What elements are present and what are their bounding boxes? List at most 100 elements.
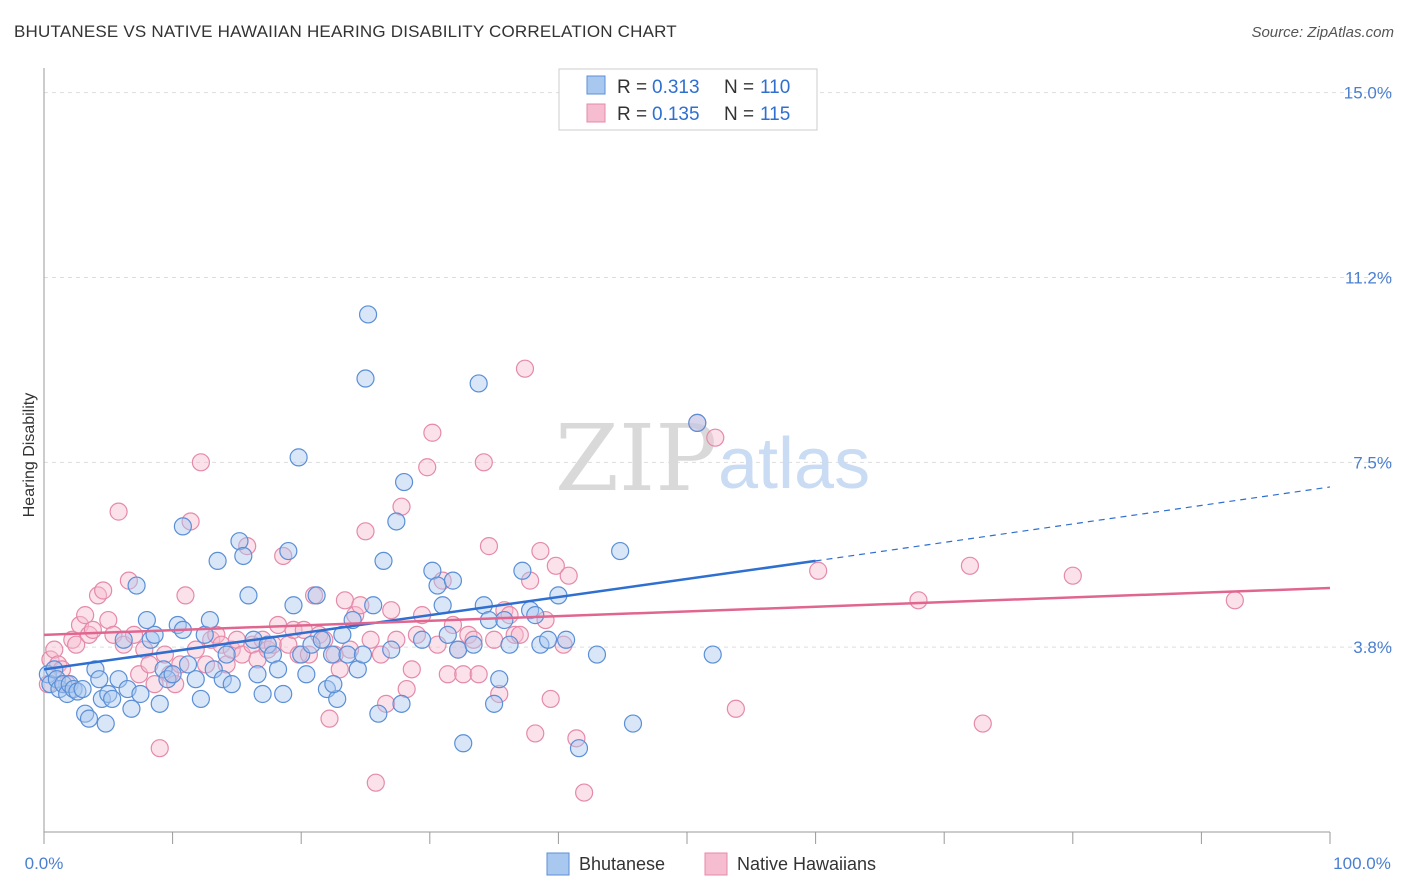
- data-point: [703, 645, 722, 664]
- data-point: [248, 665, 267, 684]
- data-point: [454, 734, 473, 753]
- data-point: [324, 675, 343, 694]
- legend-bottom-swatch-native-hawaiians: [704, 852, 728, 876]
- data-point: [140, 655, 159, 674]
- legend-bottom: Bhutanese Native Hawaiians: [546, 852, 876, 876]
- data-point: [443, 571, 463, 590]
- data-point: [495, 610, 514, 630]
- data-point: [176, 586, 195, 605]
- data-point: [521, 571, 540, 590]
- data-point: [1063, 566, 1082, 585]
- data-point: [407, 625, 427, 644]
- data-point: [353, 645, 373, 664]
- data-point: [186, 670, 205, 689]
- data-point: [335, 591, 355, 610]
- watermark-atlas: atlas: [718, 424, 870, 504]
- data-point: [217, 645, 236, 664]
- data-point: [145, 625, 164, 644]
- data-point: [178, 655, 198, 674]
- data-point: [54, 675, 73, 694]
- data-point: [200, 610, 219, 630]
- data-point: [369, 704, 388, 723]
- data-point: [485, 694, 504, 713]
- data-point: [448, 640, 468, 659]
- data-point: [490, 670, 509, 689]
- data-point: [364, 596, 383, 615]
- data-point: [490, 684, 509, 704]
- data-point: [505, 625, 524, 644]
- data-point: [546, 556, 565, 575]
- trend-line-bhutanese-extension: [815, 486, 1331, 562]
- data-point: [513, 561, 532, 580]
- trend-lines: [43, 486, 1331, 671]
- data-point: [150, 694, 169, 713]
- data-point: [289, 448, 308, 467]
- data-point: [973, 714, 992, 733]
- data-point: [83, 620, 102, 640]
- legend-top: R = 0.313 N = 110 R = 0.135 N = 115: [558, 68, 818, 131]
- data-point: [371, 645, 391, 664]
- data-point: [623, 714, 643, 733]
- y-tick-label: 7.5%: [1353, 453, 1392, 472]
- data-point: [114, 630, 133, 649]
- data-point: [127, 576, 146, 595]
- watermark-zip: ZIP: [555, 405, 717, 512]
- data-point: [541, 689, 560, 709]
- data-point: [213, 670, 232, 689]
- data-point: [154, 660, 173, 679]
- data-point: [464, 635, 483, 654]
- data-point: [356, 522, 375, 541]
- y-tick-label: 3.8%: [1353, 638, 1392, 657]
- legend-n-value-2: 115: [760, 104, 790, 125]
- data-point: [109, 670, 128, 689]
- data-point: [45, 640, 64, 659]
- data-point: [96, 714, 115, 733]
- y-tick-labels: 15.0% 11.2% 7.5% 3.8%: [1344, 84, 1392, 658]
- data-point: [526, 724, 545, 743]
- data-point: [158, 670, 177, 689]
- data-point: [706, 428, 725, 447]
- data-point: [230, 532, 249, 551]
- data-point: [358, 305, 378, 324]
- data-point: [297, 665, 316, 684]
- data-point: [611, 541, 630, 561]
- data-point: [204, 660, 223, 679]
- data-point: [726, 699, 745, 718]
- data-point: [438, 665, 457, 684]
- data-point: [382, 601, 401, 620]
- data-point: [163, 665, 182, 684]
- legend-n-value-1: 110: [760, 77, 790, 98]
- data-point: [86, 660, 105, 679]
- source-credit: Source: ZipAtlas.com: [1251, 24, 1394, 41]
- data-point: [575, 783, 594, 802]
- data-point: [569, 739, 589, 758]
- trend-line-bhutanese: [43, 559, 816, 671]
- data-point: [376, 694, 396, 713]
- data-point: [171, 655, 190, 674]
- data-point: [67, 635, 86, 654]
- data-point: [208, 551, 227, 571]
- data-point: [234, 546, 253, 566]
- data-point: [258, 635, 277, 654]
- legend-r-value-1: 0.313: [652, 77, 700, 98]
- legend-r-value-2: 0.135: [652, 104, 700, 125]
- data-point: [90, 670, 109, 689]
- data-point: [433, 596, 452, 615]
- legend-swatch-bhutanese: [586, 75, 606, 95]
- y-tick-label: 11.2%: [1345, 268, 1392, 287]
- data-point: [109, 502, 128, 521]
- data-point: [351, 596, 370, 615]
- data-point: [94, 581, 113, 600]
- data-point: [459, 625, 478, 644]
- data-point: [73, 679, 92, 699]
- data-point: [122, 699, 141, 718]
- data-point: [191, 453, 210, 472]
- data-point: [253, 684, 272, 704]
- data-point: [539, 630, 558, 649]
- data-point: [464, 630, 483, 649]
- data-point: [809, 561, 828, 580]
- data-point: [191, 689, 210, 709]
- data-point: [428, 576, 447, 595]
- data-point: [374, 551, 393, 571]
- legend-bottom-swatch-bhutanese: [546, 852, 570, 876]
